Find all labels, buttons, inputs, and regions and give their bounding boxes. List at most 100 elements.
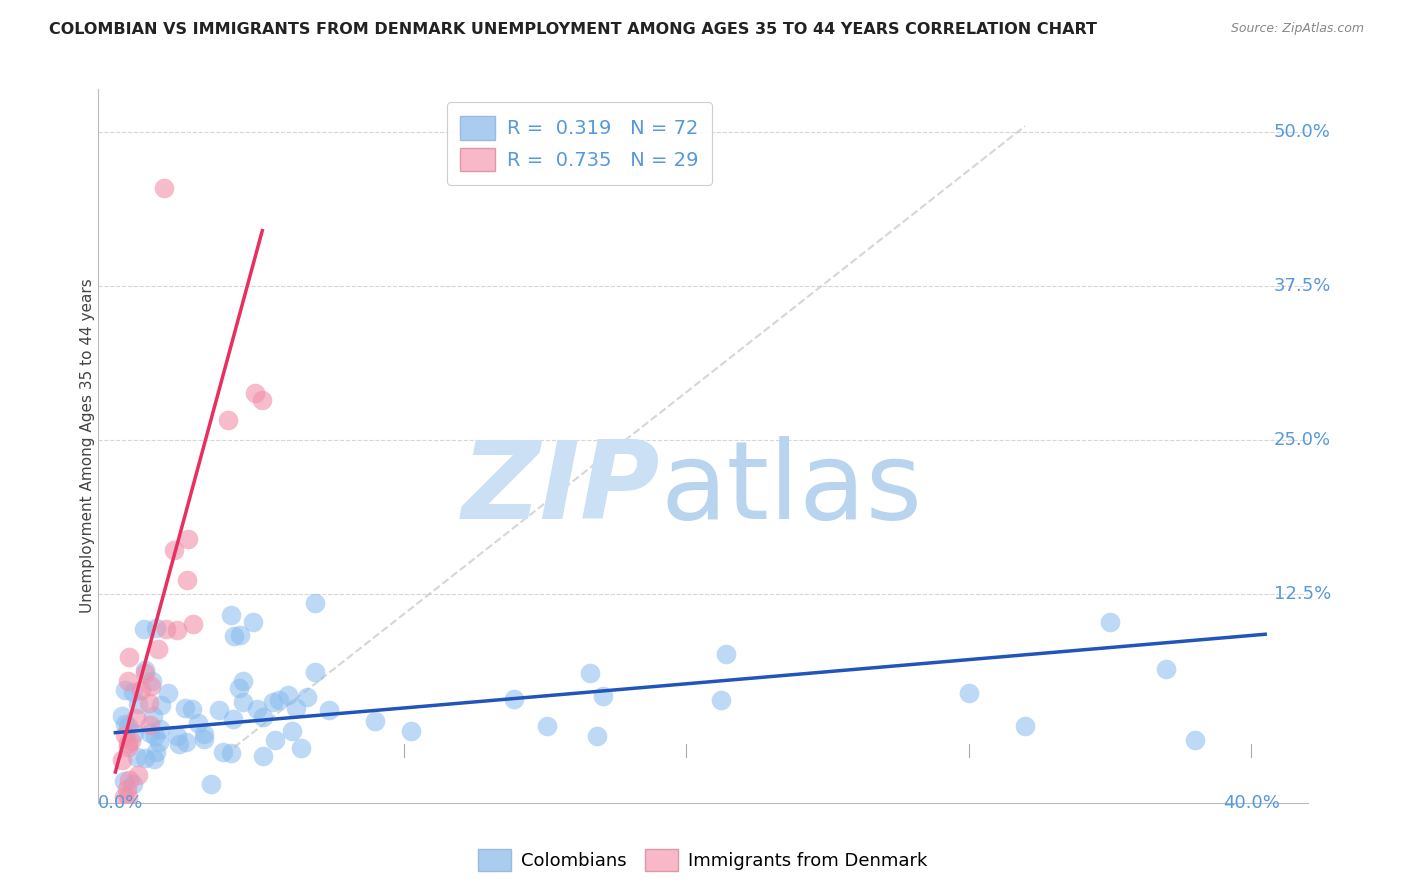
Point — [127, 697, 149, 711]
Point — [114, 728, 136, 742]
Point — [138, 697, 160, 711]
Text: 12.5%: 12.5% — [1274, 584, 1331, 603]
Point — [181, 617, 204, 632]
Point — [229, 628, 252, 642]
Point — [148, 642, 170, 657]
Point — [208, 703, 231, 717]
Text: 0.0%: 0.0% — [98, 794, 143, 813]
Point — [112, 789, 135, 804]
Point — [228, 681, 250, 696]
Point — [710, 693, 733, 707]
Point — [122, 777, 145, 791]
Point — [217, 413, 239, 427]
Text: atlas: atlas — [661, 436, 922, 541]
Point — [1098, 615, 1121, 629]
Point — [117, 673, 139, 688]
Point — [221, 608, 243, 623]
Point — [222, 630, 245, 644]
Text: Source: ZipAtlas.com: Source: ZipAtlas.com — [1230, 22, 1364, 36]
Point — [252, 748, 274, 763]
Point — [150, 698, 173, 712]
Point — [957, 686, 980, 700]
Point — [114, 682, 136, 697]
Point — [176, 734, 198, 748]
Point — [118, 773, 141, 788]
Point — [222, 712, 245, 726]
Point — [174, 701, 197, 715]
Point — [134, 751, 156, 765]
Point — [125, 711, 148, 725]
Point — [304, 596, 326, 610]
Point — [152, 180, 174, 194]
Point — [125, 750, 148, 764]
Point — [115, 781, 138, 796]
Point — [277, 688, 299, 702]
Point — [269, 692, 291, 706]
Point — [1156, 662, 1178, 676]
Point — [117, 736, 139, 750]
Point — [177, 532, 200, 546]
Point — [143, 752, 166, 766]
Point — [246, 702, 269, 716]
Text: COLOMBIAN VS IMMIGRANTS FROM DENMARK UNEMPLOYMENT AMONG AGES 35 TO 44 YEARS CORR: COLOMBIAN VS IMMIGRANTS FROM DENMARK UNE… — [49, 22, 1097, 37]
Point — [124, 725, 146, 739]
Text: 37.5%: 37.5% — [1274, 277, 1331, 295]
Point — [585, 729, 607, 743]
Point — [200, 777, 222, 791]
Legend: R =  0.319   N = 72, R =  0.735   N = 29: R = 0.319 N = 72, R = 0.735 N = 29 — [447, 103, 711, 185]
Point — [148, 735, 170, 749]
Point — [134, 622, 156, 636]
Point — [117, 789, 139, 804]
Point — [117, 719, 139, 733]
Point — [114, 774, 136, 789]
Point — [242, 615, 264, 629]
Text: ZIP: ZIP — [463, 436, 661, 541]
Text: 40.0%: 40.0% — [1223, 794, 1279, 813]
Point — [592, 690, 614, 704]
Point — [536, 719, 558, 733]
Point — [129, 683, 152, 698]
Point — [304, 665, 326, 680]
Point — [139, 725, 162, 739]
Point — [503, 691, 526, 706]
Point — [364, 714, 387, 728]
Point — [714, 648, 737, 662]
Point — [232, 696, 254, 710]
Point — [318, 703, 340, 717]
Point — [399, 724, 422, 739]
Point — [284, 700, 307, 714]
Point — [187, 716, 209, 731]
Point — [219, 746, 242, 760]
Point — [1184, 732, 1206, 747]
Point — [232, 673, 254, 688]
Point — [134, 666, 156, 681]
Text: 50.0%: 50.0% — [1274, 123, 1330, 141]
Point — [176, 573, 198, 587]
Point — [193, 731, 215, 746]
Point — [180, 701, 202, 715]
Point — [121, 685, 143, 699]
Point — [243, 385, 266, 400]
Point — [120, 734, 142, 748]
Point — [139, 679, 162, 693]
Point — [166, 729, 188, 743]
Point — [250, 393, 273, 408]
Point — [155, 622, 177, 636]
Point — [167, 738, 190, 752]
Point — [252, 710, 274, 724]
Point — [142, 709, 165, 723]
Point — [579, 666, 602, 681]
Point — [145, 746, 167, 760]
Point — [143, 729, 166, 743]
Point — [1014, 719, 1036, 733]
Point — [141, 673, 163, 688]
Point — [166, 623, 188, 637]
Point — [263, 695, 285, 709]
Point — [145, 622, 167, 636]
Point — [211, 745, 233, 759]
Point — [290, 740, 312, 755]
Point — [114, 717, 136, 731]
Point — [111, 709, 134, 723]
Point — [127, 767, 149, 781]
Legend: Colombians, Immigrants from Denmark: Colombians, Immigrants from Denmark — [471, 842, 935, 879]
